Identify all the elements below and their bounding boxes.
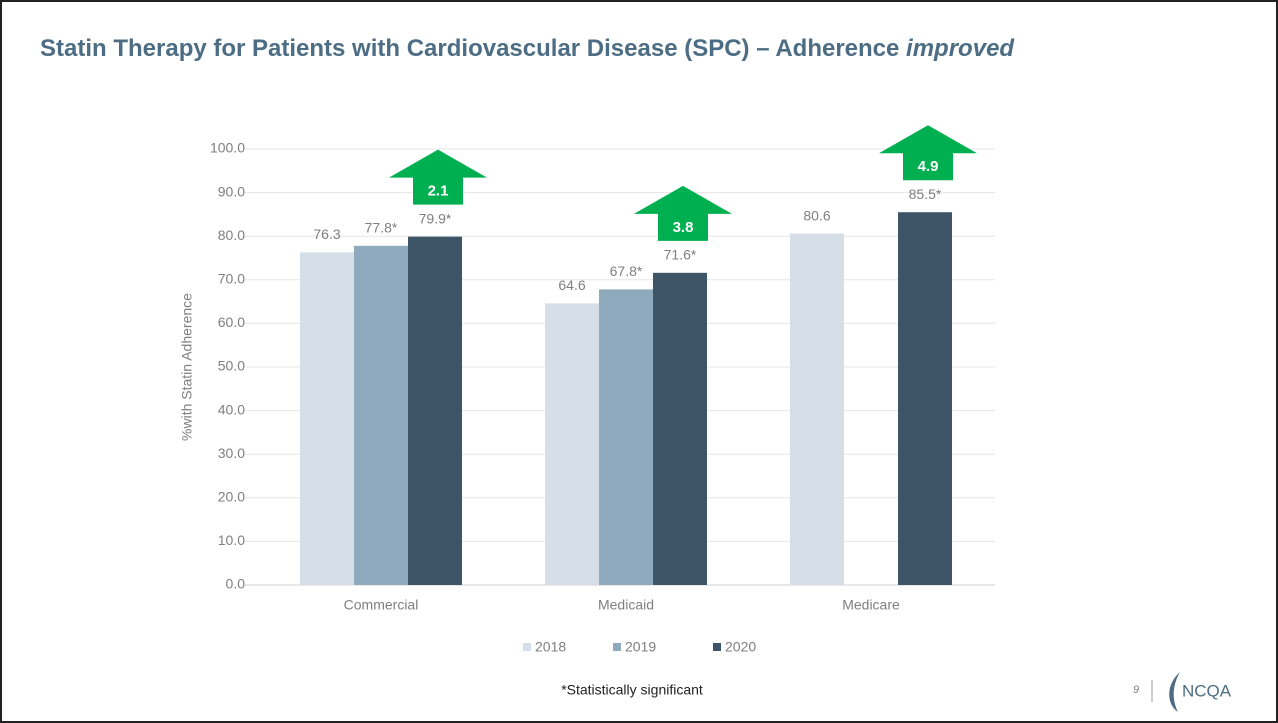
y-tick-label: 90.0 [218, 183, 245, 199]
bar [545, 303, 599, 585]
y-axis-label: %with Statin Adherence [179, 293, 195, 441]
y-tick-label: 80.0 [218, 227, 245, 243]
bar [408, 236, 462, 586]
value-label: 80.6 [803, 207, 830, 223]
improvement-arrow [389, 149, 487, 205]
y-tick-label: 100.0 [210, 140, 245, 156]
y-tick-label: 40.0 [218, 401, 245, 417]
improvement-label: 3.8 [673, 219, 694, 236]
improvement-label: 2.1 [428, 183, 449, 200]
value-label: 85.5* [909, 186, 942, 202]
bar [300, 252, 354, 585]
improvement-arrow [634, 185, 732, 241]
improvement-arrow [879, 125, 977, 181]
y-tick-label: 0.0 [226, 576, 246, 592]
legend-label: 2019 [625, 639, 656, 655]
value-label: 76.3 [313, 226, 340, 242]
legend-label: 2018 [535, 639, 566, 655]
improvement-label: 4.9 [918, 158, 939, 175]
title-italic: improved [906, 35, 1015, 62]
logo: NCQA [1182, 681, 1232, 700]
legend-swatch [523, 643, 531, 651]
y-tick-label: 20.0 [218, 489, 245, 505]
y-tick-label: 60.0 [218, 314, 245, 330]
value-label: 79.9* [419, 210, 452, 226]
bar [898, 212, 952, 585]
value-label: 77.8* [365, 219, 398, 235]
x-tick-label: Medicare [842, 597, 900, 613]
y-tick-label: 70.0 [218, 271, 245, 287]
y-tick-label: 10.0 [218, 532, 245, 548]
bar [599, 289, 653, 585]
y-tick-label: 30.0 [218, 445, 245, 461]
title-text: Statin Therapy for Patients with Cardiov… [40, 35, 899, 62]
slide-title: Statin Therapy for Patients with Cardiov… [40, 35, 1015, 62]
legend-swatch [713, 643, 721, 651]
x-tick-label: Commercial [344, 597, 419, 613]
y-tick-label: 50.0 [218, 358, 245, 374]
legend-swatch [613, 643, 621, 651]
bar [790, 233, 844, 586]
value-label: 67.8* [610, 263, 643, 279]
bar [653, 272, 707, 585]
bar [354, 245, 408, 586]
value-label: 71.6* [664, 247, 697, 263]
x-tick-label: Medicaid [598, 597, 654, 613]
value-label: 64.6 [558, 277, 585, 293]
logo-icon [1169, 672, 1180, 712]
footnote: *Statistically significant [561, 682, 703, 698]
legend-label: 2020 [725, 639, 756, 655]
page-number: 9 [1133, 684, 1139, 696]
